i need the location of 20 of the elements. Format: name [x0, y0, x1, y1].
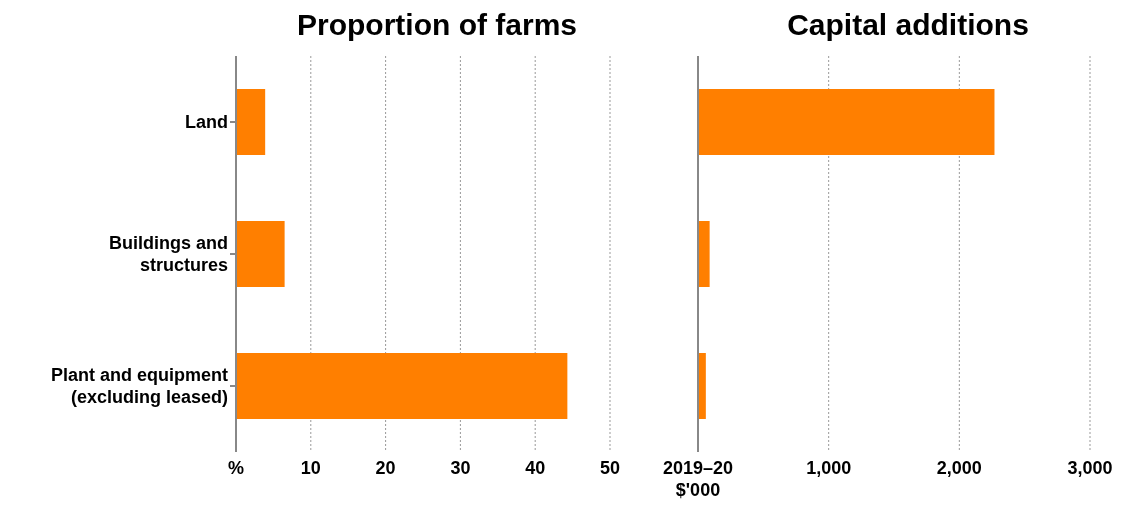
x-tick-label: 1,000: [806, 458, 852, 478]
y-tick-label: Plant and equipment (excluding leased): [50, 365, 228, 407]
bar: [236, 353, 568, 419]
x-tick-label: 50: [599, 458, 621, 478]
bar: [236, 89, 266, 155]
bar: [698, 89, 995, 155]
chart-title: Proportion of farms: [296, 8, 578, 43]
x-tick-label: %: [227, 458, 245, 478]
y-tick-label: Buildings and structures: [109, 233, 228, 275]
x-tick-label: 10: [300, 458, 321, 478]
bar: [236, 221, 285, 287]
chart-title: Capital additions: [786, 8, 1030, 43]
x-tick-label: 2019–20 $'000: [662, 458, 734, 500]
x-tick-label: 2,000: [936, 458, 982, 478]
x-tick-label: 20: [375, 458, 396, 478]
x-tick-label: 3,000: [1067, 458, 1113, 478]
y-tick-label: Land: [185, 112, 228, 132]
bar: [698, 221, 710, 287]
x-tick-label: 40: [525, 458, 546, 478]
x-tick-label: 30: [450, 458, 471, 478]
